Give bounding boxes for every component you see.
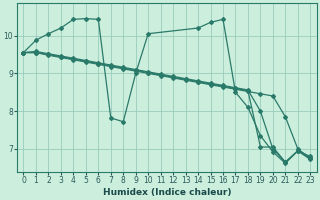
X-axis label: Humidex (Indice chaleur): Humidex (Indice chaleur) xyxy=(103,188,231,197)
